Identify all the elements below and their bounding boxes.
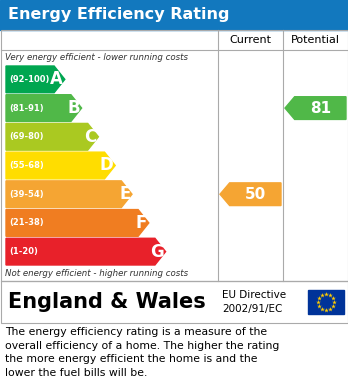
Polygon shape (6, 124, 98, 150)
Text: (81-91): (81-91) (9, 104, 44, 113)
Bar (0, 281, 348, 323)
Text: A: A (50, 70, 63, 88)
Polygon shape (6, 210, 149, 236)
Text: Current: Current (229, 35, 271, 45)
Text: 50: 50 (245, 187, 266, 202)
Text: E: E (119, 185, 130, 203)
Text: B: B (68, 99, 80, 117)
Polygon shape (6, 238, 166, 265)
Text: F: F (136, 214, 147, 232)
Bar (0, 30, 348, 281)
Text: D: D (100, 156, 113, 174)
Polygon shape (6, 152, 115, 179)
Text: (92-100): (92-100) (9, 75, 49, 84)
Polygon shape (6, 181, 132, 208)
Text: 81: 81 (310, 100, 331, 116)
Text: Potential: Potential (291, 35, 340, 45)
Text: EU Directive
2002/91/EC: EU Directive 2002/91/EC (222, 290, 286, 314)
Polygon shape (285, 97, 346, 119)
Polygon shape (220, 183, 281, 206)
Text: (1-20): (1-20) (9, 247, 38, 256)
Text: England & Wales: England & Wales (8, 292, 206, 312)
Text: G: G (150, 243, 164, 261)
Text: Very energy efficient - lower running costs: Very energy efficient - lower running co… (5, 53, 188, 62)
Text: (21-38): (21-38) (9, 219, 44, 228)
Text: Energy Efficiency Rating: Energy Efficiency Rating (8, 7, 229, 23)
Text: (69-80): (69-80) (9, 132, 44, 141)
Text: C: C (85, 128, 97, 146)
Text: (55-68): (55-68) (9, 161, 44, 170)
Polygon shape (6, 95, 81, 122)
Text: The energy efficiency rating is a measure of the
overall efficiency of a home. T: The energy efficiency rating is a measur… (5, 327, 279, 378)
Bar (308, 290, 344, 314)
Bar (0, 0, 348, 30)
Text: (39-54): (39-54) (9, 190, 44, 199)
Text: Not energy efficient - higher running costs: Not energy efficient - higher running co… (5, 269, 188, 278)
Polygon shape (6, 66, 65, 93)
